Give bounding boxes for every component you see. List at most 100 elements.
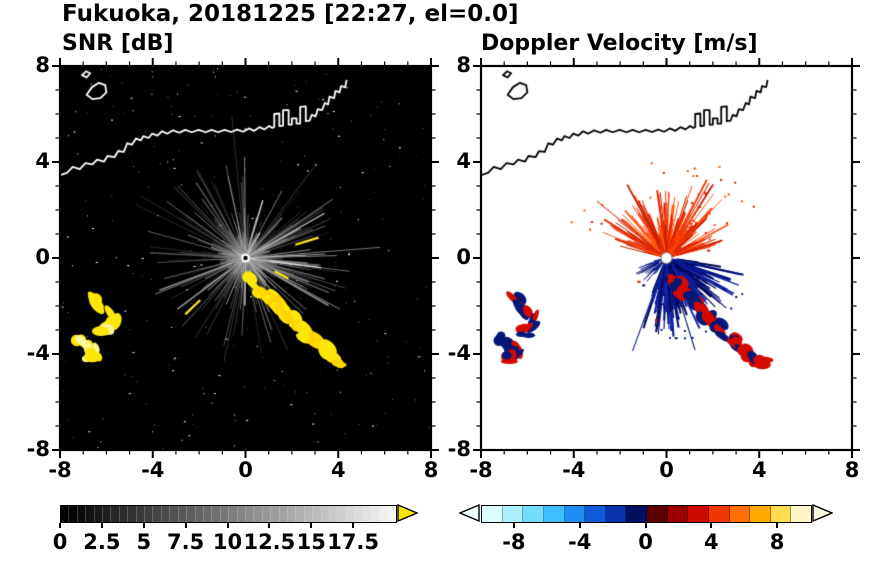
doppler-panel	[471, 56, 862, 460]
snr-colorbar-tick-label: 2.5	[83, 530, 121, 554]
snr-colorbar-segment	[237, 506, 246, 522]
snr-colorbar-segment	[69, 506, 78, 522]
doppler-colorbar-segment	[667, 506, 689, 522]
doppler-y-tick-label: 0	[456, 245, 471, 269]
snr-colorbar-tick	[100, 523, 103, 528]
snr-axis-ticks	[52, 58, 439, 458]
doppler-colorbar-underflow-arrow-shape	[459, 504, 480, 522]
doppler-colorbar-segment	[543, 506, 565, 522]
doppler-x-tick-label: 0	[659, 458, 674, 482]
snr-colorbar-tick	[59, 523, 61, 528]
snr-colorbar-segment	[287, 506, 297, 522]
doppler-colorbar-tick-label: -8	[502, 530, 526, 554]
doppler-colorbar-segment	[688, 506, 709, 522]
snr-colorbar-segment	[128, 506, 137, 522]
doppler-x-tick-label: 4	[751, 458, 767, 482]
snr-colorbar-tick	[268, 523, 271, 528]
snr-colorbar-tick	[310, 523, 313, 528]
snr-colorbar-segment	[212, 506, 221, 522]
snr-colorbar-segment	[279, 506, 288, 522]
snr-x-tick-label: 4	[330, 458, 346, 482]
snr-colorbar-segment	[388, 506, 397, 522]
snr-colorbar-segment	[119, 506, 129, 522]
doppler-colorbar-tick-label: 8	[769, 530, 785, 554]
snr-colorbar-segment	[363, 506, 373, 522]
snr-y-tick-label: -8	[26, 437, 50, 461]
doppler-colorbar-segment	[482, 506, 503, 522]
snr-colorbar-segment	[271, 506, 280, 522]
snr-x-tick-label: 0	[238, 458, 253, 482]
snr-colorbar-segment	[330, 506, 339, 522]
doppler-colorbar	[481, 505, 812, 523]
doppler-x-tick-label: 8	[844, 458, 860, 482]
doppler-axis-ticks	[473, 58, 860, 458]
snr-x-tick-label: -8	[48, 458, 72, 482]
doppler-colorbar-segment	[564, 506, 586, 522]
doppler-x-tick-label: -4	[562, 458, 586, 482]
doppler-colorbar-tick	[644, 523, 647, 528]
snr-colorbar-tick	[352, 523, 355, 528]
snr-y-tick-label: -4	[26, 341, 50, 365]
doppler-y-tick-label: 4	[456, 149, 471, 173]
snr-colorbar-tick-label: 0	[52, 530, 68, 554]
doppler-colorbar-tick	[512, 523, 515, 528]
snr-colorbar-segment	[380, 506, 389, 522]
doppler-colorbar-segment	[729, 506, 751, 522]
doppler-colorbar-segment	[585, 506, 606, 522]
snr-colorbar-segment	[94, 506, 104, 522]
snr-colorbar-overflow-arrow-shape	[397, 504, 418, 522]
snr-colorbar-tick-label: 7.5	[167, 530, 205, 554]
snr-colorbar-segment	[313, 506, 322, 522]
snr-colorbar-segment	[153, 506, 162, 522]
doppler-colorbar-segment	[605, 506, 627, 522]
snr-colorbar-segment	[245, 506, 255, 522]
snr-colorbar-segment	[161, 506, 171, 522]
doppler-colorbar-tick	[776, 523, 779, 528]
snr-colorbar-segment	[195, 506, 204, 522]
doppler-colorbar-overflow-arrow-shape	[812, 504, 833, 522]
snr-colorbar-segment	[187, 506, 196, 522]
snr-panel-title: SNR [dB]	[62, 31, 174, 56]
doppler-colorbar-segment	[750, 506, 771, 522]
snr-colorbar	[60, 505, 397, 523]
doppler-colorbar-underflow-arrow	[459, 504, 480, 522]
snr-x-tick-label: -4	[141, 458, 165, 482]
snr-colorbar-segment	[296, 506, 305, 522]
doppler-y-tick-label: 8	[456, 53, 471, 77]
doppler-colorbar-tick	[578, 523, 581, 528]
snr-colorbar-tick-label: 12.5	[243, 530, 296, 554]
doppler-x-tick-label: -8	[469, 458, 493, 482]
snr-colorbar-segment	[262, 506, 272, 522]
snr-colorbar-tick-label: 15	[296, 530, 326, 554]
plot-frame	[479, 64, 854, 452]
doppler-y-tick-label: -8	[447, 437, 471, 461]
doppler-colorbar-segment	[647, 506, 668, 522]
doppler-y-tick-label: -4	[447, 341, 471, 365]
doppler-plot-canvas	[481, 66, 852, 450]
figure-title: Fukuoka, 20181225 [22:27, el=0.0]	[62, 1, 519, 27]
snr-colorbar-tick-label: 5	[136, 530, 152, 554]
doppler-colorbar-segment	[523, 506, 544, 522]
snr-colorbar-segment	[178, 506, 188, 522]
snr-colorbar-segment	[254, 506, 263, 522]
snr-colorbar-segment	[321, 506, 330, 522]
snr-colorbar-segment	[103, 506, 112, 522]
doppler-colorbar-segment	[502, 506, 524, 522]
snr-colorbar-segment	[61, 506, 70, 522]
doppler-colorbar-overflow-arrow	[812, 504, 833, 522]
snr-x-tick-label: 8	[423, 458, 439, 482]
doppler-colorbar-tick-label: 4	[703, 530, 719, 554]
snr-colorbar-segment	[203, 506, 213, 522]
doppler-colorbar-segment	[708, 506, 730, 522]
snr-panel	[50, 56, 441, 460]
snr-y-tick-label: 0	[35, 245, 50, 269]
snr-colorbar-segment	[136, 506, 146, 522]
snr-y-tick-label: 4	[35, 149, 50, 173]
snr-colorbar-tick-label: 17.5	[327, 530, 380, 554]
snr-colorbar-tick	[226, 523, 229, 528]
doppler-colorbar-tick-label: 0	[638, 530, 653, 554]
snr-colorbar-segment	[77, 506, 87, 522]
snr-colorbar-segment	[170, 506, 179, 522]
snr-colorbar-segment	[346, 506, 356, 522]
snr-colorbar-tick	[142, 523, 145, 528]
